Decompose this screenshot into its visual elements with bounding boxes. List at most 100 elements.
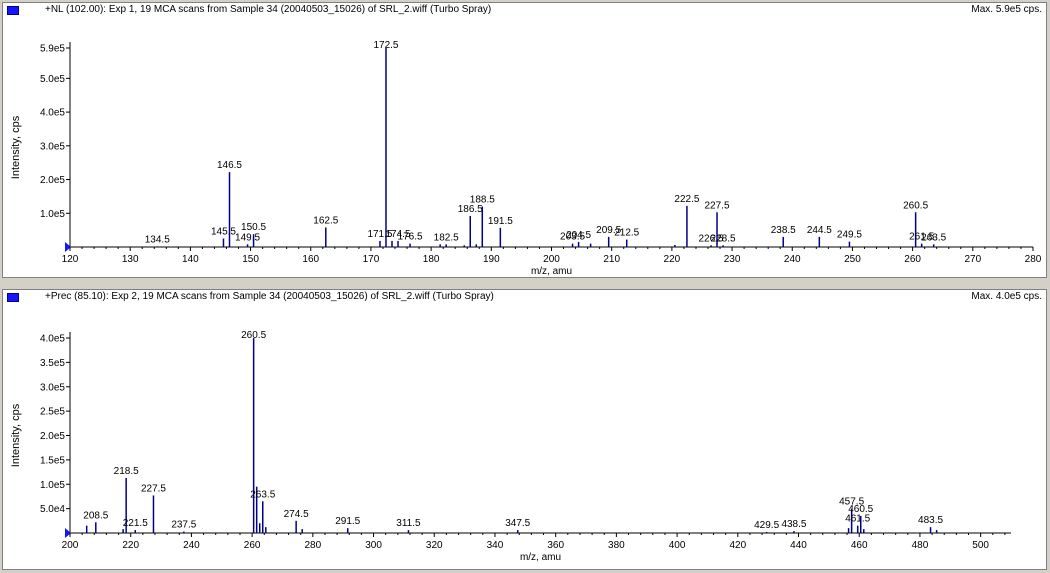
y-tick-label: 1.5e5 [40,455,65,466]
peak-label: 228.5 [711,233,736,244]
x-tick-label: 130 [122,254,139,265]
y-tick-label: 3.0e5 [40,141,65,152]
spectrum-chart-nl[interactable]: 1.0e5 2.0e5 3.0e5 4.0e5 5.0e5 5.9e5 120 130 140 1… [3,3,1046,277]
peak-label: 237.5 [171,520,196,531]
x-tick-label: 150 [242,254,259,265]
pane-title: +NL (102.00): Exp 1, 19 MCA scans from S… [45,4,492,15]
y-tick-label: 4.0e5 [40,334,65,345]
pane-color-icon[interactable] [7,6,19,15]
peak-label: 260.5 [903,200,928,211]
peak-label: 221.5 [123,518,148,529]
x-tick-label: 460 [851,540,868,551]
peak-label: 150.5 [241,222,266,233]
x-tick-label: 500 [972,540,989,551]
peak-label: 162.5 [313,215,338,226]
x-tick-label: 140 [182,254,199,265]
x-tick-label: 180 [423,254,440,265]
y-axis-label: Intensity, cps [10,403,22,467]
peak-label: 172.5 [373,40,398,51]
peak-label: 212.5 [614,228,639,239]
peak-label: 238.5 [771,225,796,236]
x-tick-label: 280 [1025,254,1042,265]
peak-label: 203.5 [560,232,585,243]
x-tick-label: 210 [603,254,620,265]
y-tick-label: 4.0e5 [40,108,65,119]
peak-label: 191.5 [488,216,513,227]
x-tick-label: 200 [543,254,560,265]
x-tick-label: 380 [608,540,625,551]
peak-label: 222.5 [674,194,699,205]
y-tick-label: 2.5e5 [40,407,65,418]
x-tick-label: 160 [302,254,319,265]
x-tick-label: 400 [669,540,686,551]
peak-label: 188.5 [470,195,495,206]
x-tick-label: 360 [547,540,564,551]
peak-label: 461.5 [845,514,870,525]
x-tick-label: 260 [244,540,261,551]
y-tick-label: 2.0e5 [40,431,65,442]
x-tick-label: 480 [912,540,929,551]
y-tick-label: 2.0e5 [40,175,65,186]
peak-label: 311.5 [396,518,421,529]
peak-label: 171.5 [367,229,392,240]
peak-label: 227.5 [141,483,166,494]
peak-label: 174.5 [386,229,411,240]
peak-label: 249.5 [837,230,862,241]
peak-label: 226.5 [698,233,723,244]
x-axis-label: m/z, amu [531,266,572,277]
peak-label: 218.5 [114,466,139,477]
y-tick-label: 1.0e5 [40,480,65,491]
y-tick-label: 1.0e5 [40,209,65,220]
peak-label: 149.5 [235,232,260,243]
spectrum-pane-prec: +Prec (85.10): Exp 2, 19 MCA scans from … [2,289,1047,570]
peak-label: 457.5 [839,497,864,508]
peak-label: 263.5 [250,489,275,500]
peak-label: 176.5 [398,232,423,243]
peak-label: 274.5 [284,509,309,520]
peak-label: 291.5 [335,516,360,527]
spectrum-chart-prec[interactable]: 5.0e4 1.0e5 1.5e5 2.0e5 2.5e5 3.0e5 3.5e5 4.0e5… [3,290,1046,569]
peak-label: 263.5 [921,232,946,243]
peak-label: 260.5 [241,330,266,341]
peak-label: 145.5 [211,227,236,238]
y-tick-label: 3.5e5 [40,358,65,369]
peak-label: 483.5 [918,515,943,526]
pane-title: +Prec (85.10): Exp 2, 19 MCA scans from … [45,291,494,302]
pane-color-icon[interactable] [7,293,19,302]
peak-label: 186.5 [458,204,483,215]
x-tick-label: 440 [790,540,807,551]
x-tick-label: 260 [904,254,921,265]
x-axis-label: m/z, amu [520,552,561,563]
x-tick-label: 320 [426,540,443,551]
x-tick-label: 240 [784,254,801,265]
x-tick-label: 230 [724,254,741,265]
peak-label: 244.5 [807,225,832,236]
x-tick-label: 420 [729,540,746,551]
x-tick-label: 220 [122,540,139,551]
x-tick-label: 240 [183,540,200,551]
x-tick-label: 170 [363,254,380,265]
y-axis-label: Intensity, cps [10,115,22,179]
peak-label: 204.5 [566,230,591,241]
baseline-marker-icon [65,528,71,538]
peak-label: 209.5 [596,225,621,236]
x-tick-label: 270 [964,254,981,265]
baseline-marker-icon [65,242,71,252]
peak-label: 429.5 [754,520,779,531]
x-tick-label: 250 [844,254,861,265]
x-tick-label: 120 [62,254,79,265]
x-tick-label: 300 [365,540,382,551]
pane-max-label: Max. 4.0e5 cps. [971,291,1042,302]
pane-max-label: Max. 5.9e5 cps. [971,4,1042,15]
x-tick-label: 280 [304,540,321,551]
y-tick-label: 5.0e4 [40,504,65,515]
x-tick-label: 190 [483,254,500,265]
y-tick-label: 5.9e5 [40,44,65,55]
peak-label: 347.5 [505,518,530,529]
x-tick-label: 220 [664,254,681,265]
y-tick-label: 3.0e5 [40,382,65,393]
peak-label: 146.5 [217,160,242,171]
peak-label: 460.5 [848,504,873,515]
peak-label: 208.5 [83,510,108,521]
peak-label: 182.5 [434,232,459,243]
